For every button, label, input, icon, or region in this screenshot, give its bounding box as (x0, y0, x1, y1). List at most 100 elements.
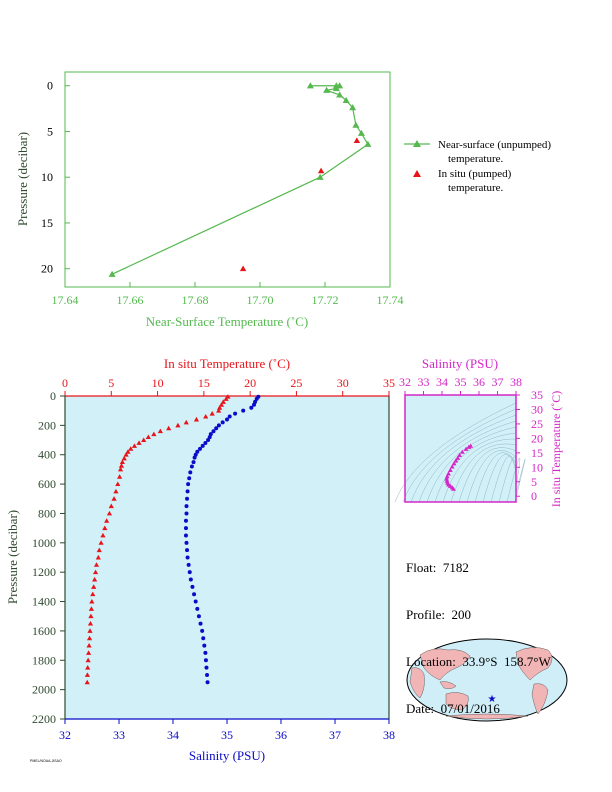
ts-y-tick-label: 35 (531, 388, 543, 402)
map-land-south-america (531, 683, 549, 715)
ts-x-tick-label: 37 (492, 375, 504, 389)
temperature-point (108, 503, 114, 509)
salinity-point (202, 643, 207, 648)
salinity-point (249, 405, 254, 410)
temperature-point (218, 402, 225, 407)
salinity-point (203, 440, 208, 445)
temperature-point (92, 569, 99, 575)
temperature-point (141, 437, 147, 442)
temperature-point (85, 657, 91, 663)
temperature-tick-label: 30 (337, 376, 349, 390)
salinity-point (191, 460, 196, 465)
ts-x-tick-label: 35 (455, 375, 467, 389)
float-location-marker: ★ (488, 694, 497, 705)
top-x-tick-label: 17.68 (182, 293, 209, 307)
temperature-point (102, 525, 108, 531)
temperature-point (119, 459, 125, 465)
salinity-point (187, 570, 192, 575)
temperature-point (136, 440, 142, 445)
salinity-point (184, 540, 189, 545)
top-x-tick-label: 17.72 (312, 293, 339, 307)
salinity-point (188, 470, 193, 475)
temperature-point (123, 452, 129, 457)
salinity-point (233, 411, 238, 416)
temperature-tick-label: 35 (383, 376, 395, 390)
map-land-australia (445, 692, 469, 711)
temperature-point (113, 488, 119, 494)
ts-x-axis-label: Salinity (PSU) (422, 356, 498, 371)
temperature-point (115, 481, 121, 487)
profile-y-axis-label: Pressure (decibar) (5, 510, 20, 604)
legend-pumped-label-2: temperature. (448, 182, 504, 194)
salinity-point (211, 429, 216, 434)
ts-y-tick-label: 30 (531, 402, 543, 416)
unpumped-point (108, 270, 116, 277)
salinity-point (185, 496, 190, 501)
salinity-point (214, 426, 219, 431)
temperature-point (209, 411, 215, 416)
temperature-point (223, 396, 229, 401)
temperature-point (92, 576, 98, 582)
salinity-point (189, 464, 194, 469)
pressure-tick-label: 0 (50, 389, 56, 403)
salinity-point (188, 577, 193, 582)
salinity-point (205, 680, 210, 685)
top-y-tick-label: 20 (41, 262, 53, 276)
temperature-point (86, 650, 92, 655)
map-land-southeast-asia (439, 681, 457, 689)
salinity-point (183, 533, 188, 538)
temperature-point (86, 635, 93, 641)
temperature-point (91, 584, 97, 589)
temperature-point (87, 628, 93, 633)
salinity-point (184, 504, 189, 509)
temperature-point (118, 463, 125, 468)
ts-point (463, 446, 469, 451)
map-land-north-america (515, 647, 553, 681)
salinity-point (241, 408, 246, 413)
top-x-tick-label: 17.74 (377, 293, 404, 307)
temperature-point (95, 554, 101, 560)
temperature-point (106, 510, 113, 516)
salinity-point (252, 402, 256, 407)
unpumped-point (306, 82, 314, 89)
density-contour (458, 447, 517, 503)
temperature-point (157, 428, 163, 434)
salinity-tick-label: 36 (275, 728, 287, 742)
salinity-point (195, 606, 200, 611)
temperature-point (128, 446, 134, 451)
unpumped-point (352, 121, 360, 128)
salinity-axis-label: Salinity (PSU) (189, 748, 265, 763)
temperature-point (121, 455, 127, 461)
ts-point (446, 471, 451, 476)
pressure-tick-label: 400 (38, 448, 56, 462)
top-x-tick-label: 17.66 (117, 293, 144, 307)
top-x-axis-label: Near-Surface Temperature (˚C) (146, 314, 308, 329)
density-contour (402, 408, 517, 503)
ts-x-tick-label: 34 (436, 375, 448, 389)
pressure-tick-label: 1800 (32, 653, 56, 667)
top-y-tick-label: 5 (47, 124, 53, 138)
pressure-tick-label: 2000 (32, 683, 56, 697)
temperature-tick-label: 15 (198, 376, 210, 390)
density-contour (490, 455, 517, 503)
ts-point (451, 461, 457, 466)
unpumped-point (316, 173, 324, 180)
density-contour (442, 438, 517, 503)
temperature-point (117, 474, 123, 479)
ts-point (444, 474, 450, 479)
temperature-point (86, 642, 92, 648)
temperature-point (96, 547, 102, 553)
temperature-point (111, 496, 117, 501)
ts-point (447, 467, 453, 472)
pressure-tick-label: 1200 (32, 565, 56, 579)
salinity-point (254, 396, 259, 401)
salinity-point (198, 621, 203, 626)
profile-chart: 0 5 10 15 20 25 30 35 32 33 34 35 36 37 38 0 200 400 600 80… (5, 356, 395, 763)
density-contour (434, 432, 517, 503)
ts-x-tick-label: 32 (399, 375, 411, 389)
temperature-tick-label: 5 (108, 376, 114, 390)
pressure-tick-label: 1000 (32, 536, 56, 550)
pressure-tick-label: 600 (38, 477, 56, 491)
salinity-tick-label: 35 (221, 728, 233, 742)
